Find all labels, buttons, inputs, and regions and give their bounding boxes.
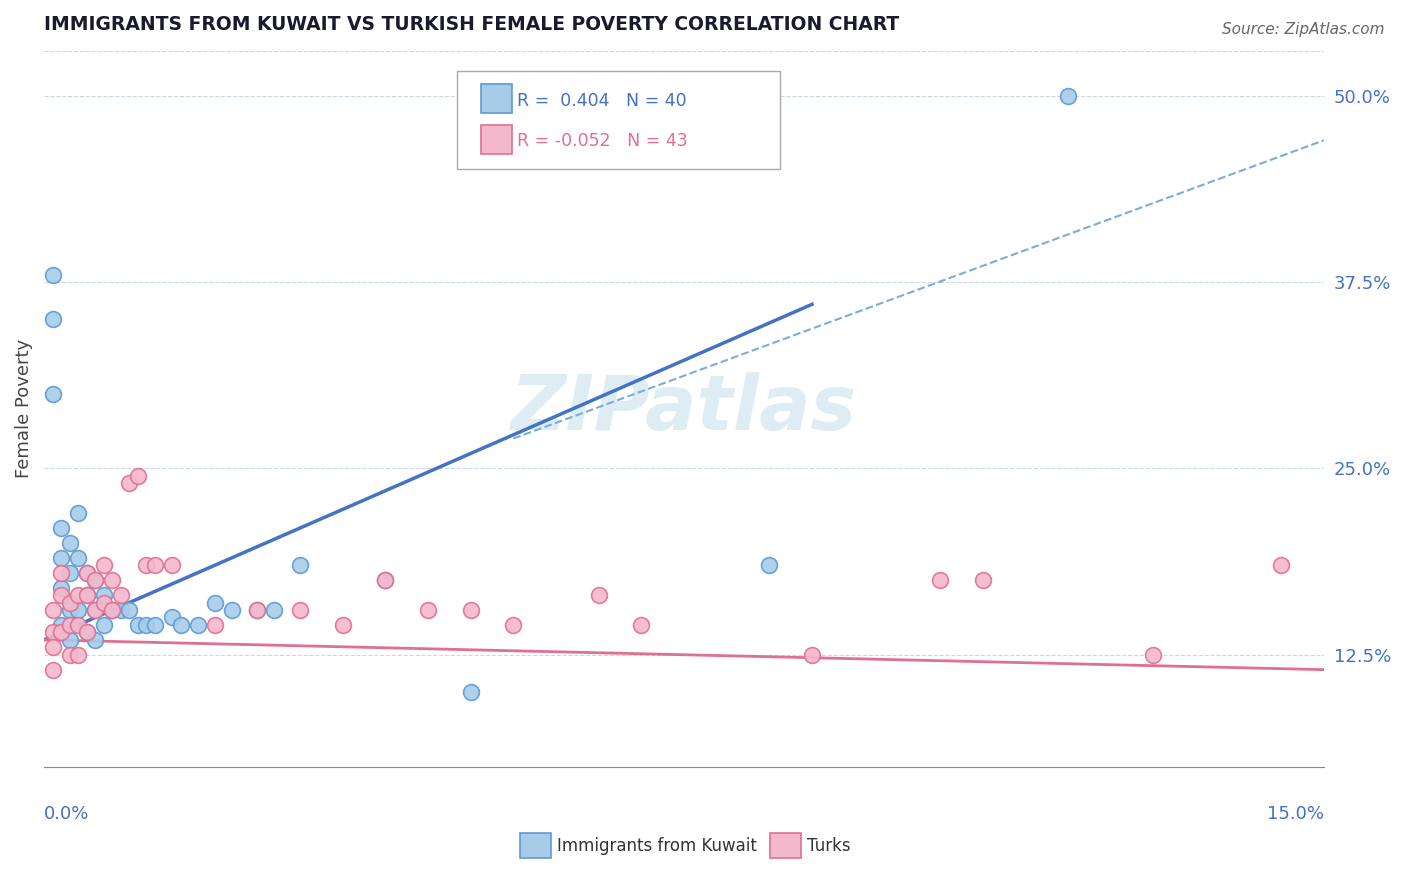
Point	[204, 596, 226, 610]
Point	[127, 618, 149, 632]
Text: Immigrants from Kuwait: Immigrants from Kuwait	[557, 837, 756, 855]
Point	[51, 550, 73, 565]
Point	[51, 581, 73, 595]
Point	[67, 618, 90, 632]
Point	[460, 685, 482, 699]
Point	[1270, 558, 1292, 573]
Text: Turks: Turks	[807, 837, 851, 855]
Point	[502, 618, 524, 632]
Point	[288, 558, 311, 573]
Point	[143, 558, 166, 573]
Point	[972, 573, 994, 587]
Point	[41, 640, 63, 655]
Text: ZIPatlas: ZIPatlas	[510, 372, 858, 446]
Point	[416, 603, 439, 617]
Point	[93, 558, 115, 573]
Y-axis label: Female Poverty: Female Poverty	[15, 339, 32, 478]
Point	[76, 588, 98, 602]
Point	[246, 603, 269, 617]
Point	[101, 603, 124, 617]
Point	[67, 506, 90, 520]
Point	[332, 618, 354, 632]
Point	[118, 476, 141, 491]
Point	[59, 632, 82, 647]
Point	[93, 596, 115, 610]
Point	[51, 588, 73, 602]
Text: R = -0.052   N = 43: R = -0.052 N = 43	[517, 132, 688, 150]
Point	[169, 618, 191, 632]
Point	[84, 573, 107, 587]
Point	[59, 536, 82, 550]
Text: Source: ZipAtlas.com: Source: ZipAtlas.com	[1222, 22, 1385, 37]
Point	[221, 603, 243, 617]
Point	[1057, 88, 1080, 103]
Point	[59, 648, 82, 662]
Point	[67, 648, 90, 662]
Point	[143, 618, 166, 632]
Point	[127, 468, 149, 483]
Point	[110, 588, 132, 602]
Point	[59, 566, 82, 580]
Point	[84, 573, 107, 587]
Point	[160, 610, 183, 624]
Point	[160, 558, 183, 573]
Point	[41, 625, 63, 640]
Text: IMMIGRANTS FROM KUWAIT VS TURKISH FEMALE POVERTY CORRELATION CHART: IMMIGRANTS FROM KUWAIT VS TURKISH FEMALE…	[44, 15, 900, 34]
Point	[59, 618, 82, 632]
Text: R =  0.404   N = 40: R = 0.404 N = 40	[517, 92, 688, 110]
Point	[51, 625, 73, 640]
Point	[67, 588, 90, 602]
Point	[118, 603, 141, 617]
Point	[51, 618, 73, 632]
Point	[246, 603, 269, 617]
Point	[101, 603, 124, 617]
Text: 15.0%: 15.0%	[1267, 805, 1324, 823]
Point	[41, 268, 63, 282]
Point	[76, 566, 98, 580]
Point	[110, 603, 132, 617]
Text: 0.0%: 0.0%	[44, 805, 90, 823]
Point	[41, 663, 63, 677]
Point	[758, 558, 780, 573]
Point	[93, 588, 115, 602]
Point	[59, 603, 82, 617]
Point	[76, 588, 98, 602]
Point	[801, 648, 824, 662]
Point	[263, 603, 285, 617]
Point	[374, 573, 396, 587]
Point	[76, 625, 98, 640]
Point	[93, 618, 115, 632]
Point	[588, 588, 610, 602]
Point	[101, 573, 124, 587]
Point	[41, 386, 63, 401]
Point	[84, 632, 107, 647]
Point	[84, 603, 107, 617]
Point	[41, 312, 63, 326]
Point	[76, 566, 98, 580]
Point	[51, 521, 73, 535]
Point	[41, 603, 63, 617]
Point	[67, 603, 90, 617]
Point	[1142, 648, 1164, 662]
Point	[288, 603, 311, 617]
Point	[135, 618, 157, 632]
Point	[630, 618, 652, 632]
Point	[135, 558, 157, 573]
Point	[929, 573, 952, 587]
Point	[204, 618, 226, 632]
Point	[187, 618, 209, 632]
Point	[67, 550, 90, 565]
Point	[84, 603, 107, 617]
Point	[460, 603, 482, 617]
Point	[51, 566, 73, 580]
Point	[76, 625, 98, 640]
Point	[374, 573, 396, 587]
Point	[59, 596, 82, 610]
